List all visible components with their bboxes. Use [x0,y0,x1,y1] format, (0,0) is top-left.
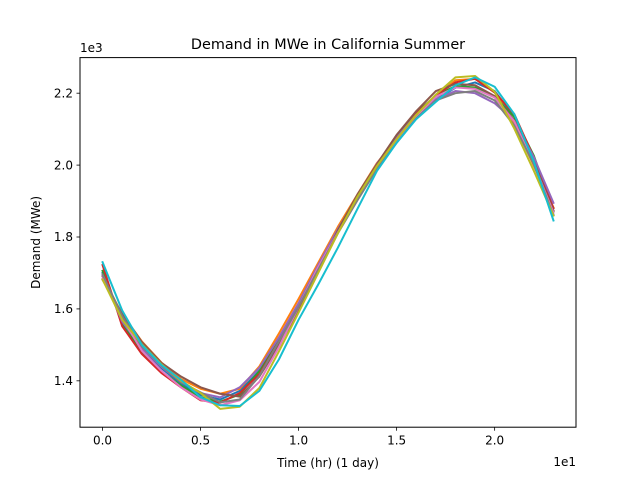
chart-title: Demand in MWe in California Summer [191,37,465,53]
y-tick-label: 1.8 [54,230,73,244]
x-tick-label: 1.5 [387,434,406,448]
x-offset-text: 1e1 [553,455,576,469]
series-layer [101,74,555,410]
series-line-10 [101,76,555,407]
x-axis: 0.0 0.5 1.0 1.5 2.0 [93,427,504,448]
y-tick-label: 1.4 [54,374,73,388]
y-tick-label: 1.6 [54,302,73,316]
x-tick-label: 1.0 [289,434,308,448]
x-tick-label: 0.5 [191,434,210,448]
y-tick-label: 2.0 [54,158,73,172]
x-tick-label: 0.0 [93,434,112,448]
y-tick-label: 2.2 [54,86,73,100]
x-tick-label: 2.0 [485,434,504,448]
x-axis-label: Time (hr) (1 day) [276,456,379,470]
y-axis-label: Demand (MWe) [29,196,43,289]
y-axis: 1.4 1.6 1.8 2.0 2.2 [54,86,80,388]
y-offset-text: 1e3 [80,41,103,55]
plot-frame [79,57,577,428]
